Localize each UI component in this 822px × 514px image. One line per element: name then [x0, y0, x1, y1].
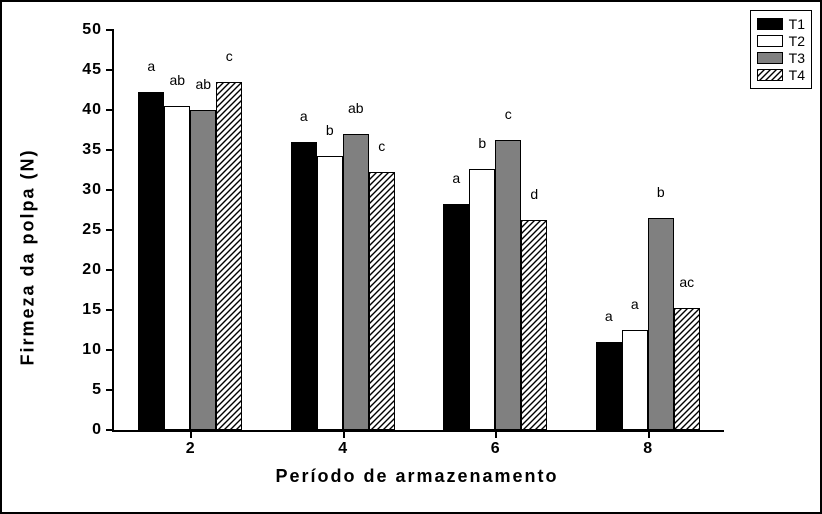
legend: T1T2T3T4 [750, 10, 812, 89]
bar [317, 156, 343, 430]
legend-label: T4 [789, 67, 805, 83]
y-tick-label: 35 [82, 141, 114, 159]
x-tick-label: 2 [186, 430, 195, 458]
bar-annotation: d [530, 186, 538, 202]
bar-annotation: ab [169, 72, 185, 88]
bar [443, 204, 469, 430]
bar-annotation: b [326, 122, 334, 138]
bar [291, 142, 317, 430]
y-tick-label: 0 [92, 421, 114, 439]
bar-annotation: ab [348, 100, 364, 116]
bar-annotation: c [505, 106, 512, 122]
chart-frame: Firmeza da polpa (N) 0 5 10 15 20 25 30 35 40 45 5… [0, 0, 822, 514]
bar-annotation: b [657, 184, 665, 200]
bar [648, 218, 674, 430]
bar [343, 134, 369, 430]
legend-swatch [757, 52, 783, 64]
bar-annotation: a [452, 170, 460, 186]
legend-swatch [757, 35, 783, 47]
y-tick-label: 30 [82, 181, 114, 199]
legend-label: T3 [789, 50, 805, 66]
y-tick-label: 20 [82, 261, 114, 279]
bar-annotation: a [605, 308, 613, 324]
bar-annotation: ac [679, 274, 694, 290]
bar [164, 106, 190, 430]
y-tick-label: 45 [82, 61, 114, 79]
bar-annotation: ab [195, 76, 211, 92]
bar [674, 308, 700, 430]
legend-swatch [757, 18, 783, 30]
bar [138, 92, 164, 430]
y-tick-label: 50 [82, 21, 114, 39]
x-tick-label: 6 [491, 430, 500, 458]
y-tick-label: 15 [82, 301, 114, 319]
bar [190, 110, 216, 430]
bar [596, 342, 622, 430]
bar-annotation: b [478, 135, 486, 151]
legend-item: T1 [757, 16, 805, 32]
bar [495, 140, 521, 430]
bar [216, 82, 242, 430]
bar [521, 220, 547, 430]
y-tick-label: 10 [82, 341, 114, 359]
bar-annotation: a [631, 296, 639, 312]
bar-annotation: a [300, 108, 308, 124]
legend-swatch [757, 69, 783, 81]
legend-label: T1 [789, 16, 805, 32]
bar-annotation: c [378, 138, 385, 154]
bar [622, 330, 648, 430]
legend-label: T2 [789, 33, 805, 49]
legend-item: T3 [757, 50, 805, 66]
plot-area: 051015202530354045502aababc4ababc6abcd8a… [112, 30, 724, 432]
bar-annotation: a [147, 58, 155, 74]
bar-annotation: c [226, 48, 233, 64]
y-tick-label: 40 [82, 101, 114, 119]
legend-item: T2 [757, 33, 805, 49]
bar [469, 169, 495, 430]
y-tick-label: 5 [92, 381, 114, 399]
x-tick-label: 4 [338, 430, 347, 458]
bar [369, 172, 395, 430]
x-axis-title: Período de armazenamento [112, 466, 722, 487]
y-axis-title: Firmeza da polpa (N) [18, 148, 39, 365]
legend-item: T4 [757, 67, 805, 83]
x-tick-label: 8 [643, 430, 652, 458]
y-tick-label: 25 [82, 221, 114, 239]
